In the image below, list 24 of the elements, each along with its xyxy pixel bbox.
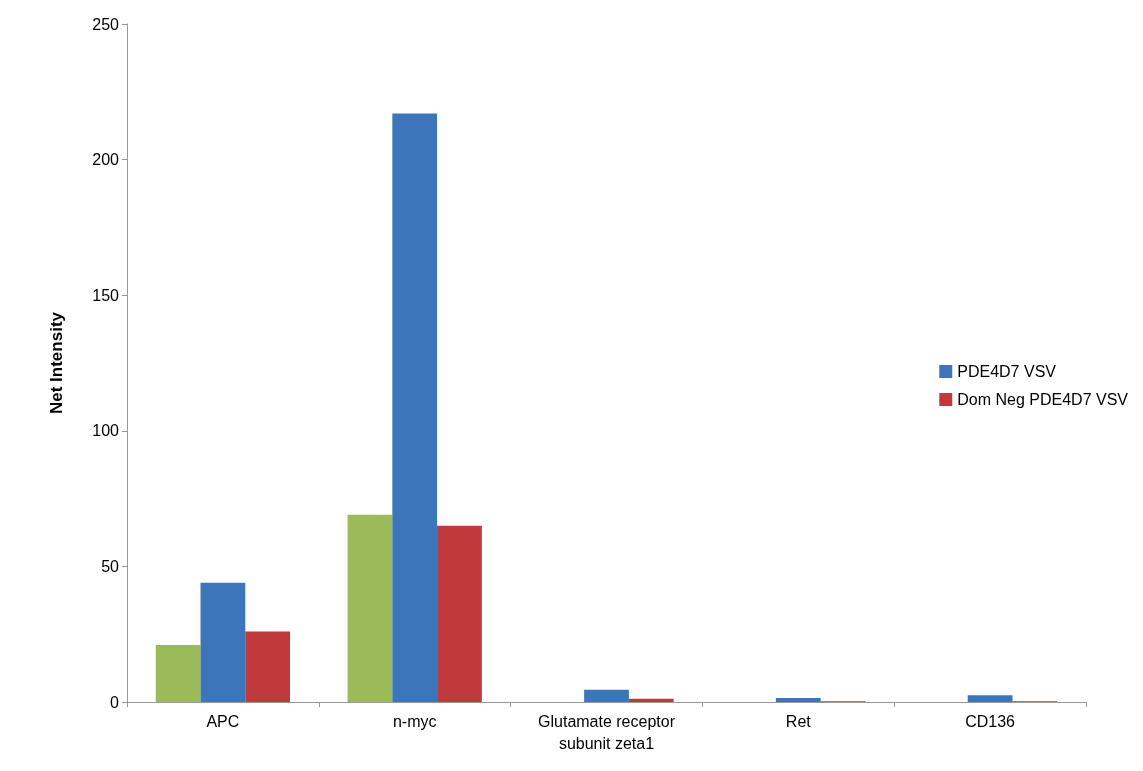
bar — [628, 698, 674, 702]
x-tick-label: n-myc — [392, 712, 437, 730]
bar — [437, 525, 482, 702]
x-tick-label: Glutamate receptor subunit zeta1 — [538, 712, 676, 752]
y-tick-label: 250 — [92, 15, 120, 33]
y-tick-label: 0 — [110, 693, 120, 711]
y-tick-label: 200 — [92, 151, 120, 169]
bar — [967, 695, 1013, 702]
x-tick-label: APC — [206, 712, 240, 730]
legend-label: Dom Neg PDE4D7 VSV — [957, 391, 1129, 408]
x-tick-label: Ret — [785, 712, 812, 730]
legend-label: PDE4D7 VSV — [957, 363, 1057, 380]
y-tick-label: 100 — [92, 422, 120, 440]
x-tick-label: CD136 — [965, 712, 1016, 730]
bar — [245, 631, 291, 702]
y-axis-title: Net Intensity — [47, 311, 66, 415]
bar — [392, 113, 438, 702]
bar — [200, 582, 246, 702]
bar — [347, 514, 393, 702]
y-tick-label: 50 — [101, 557, 120, 575]
bar — [775, 697, 821, 702]
y-tick-label: 150 — [92, 286, 120, 304]
bar — [584, 689, 629, 702]
bar — [155, 645, 201, 702]
